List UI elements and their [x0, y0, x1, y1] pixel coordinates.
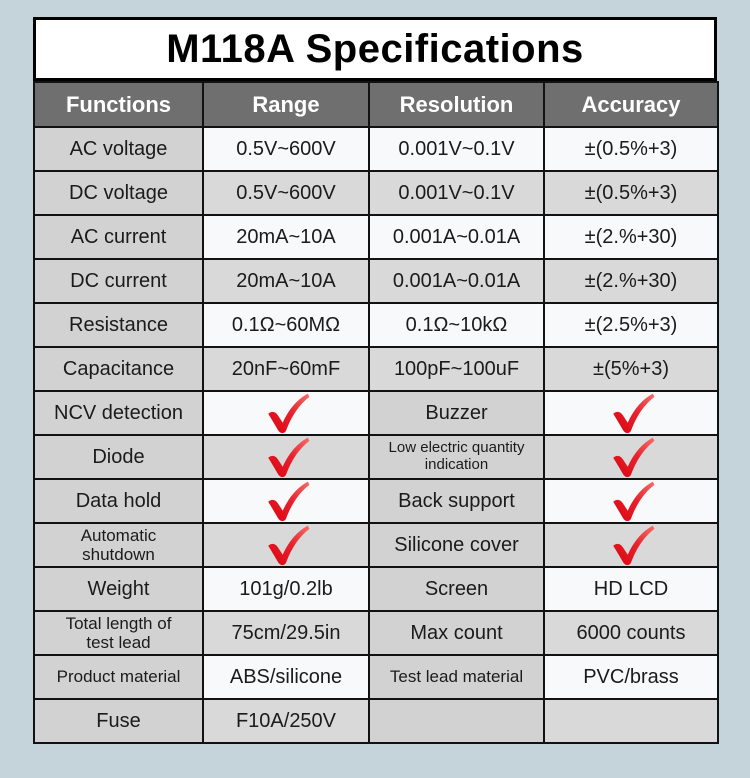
info-value: 75cm/29.5in	[202, 610, 370, 656]
check-icon	[260, 481, 312, 521]
range-value: 0.1Ω~60MΩ	[202, 302, 370, 348]
resolution-value: 0.001V~0.1V	[368, 170, 545, 216]
check-icon	[605, 525, 657, 565]
info-value: 6000 counts	[543, 610, 719, 656]
table-row: DC current 20mA~10A 0.001A~0.01A ±(2.%+3…	[33, 258, 719, 304]
check-icon	[605, 481, 657, 521]
info-label	[368, 698, 545, 744]
feature-label: Low electric quantity indication	[368, 434, 545, 480]
resolution-value: 0.001V~0.1V	[368, 126, 545, 172]
table-row: NCV detection Buzzer	[33, 390, 719, 436]
feature-label: Automatic shutdown	[33, 522, 204, 568]
function-label: Resistance	[33, 302, 204, 348]
table-row: Automatic shutdown Silicone cover	[33, 522, 719, 568]
table-row: Data hold Back support	[33, 478, 719, 524]
accuracy-value: ±(2.5%+3)	[543, 302, 719, 348]
range-value: 20mA~10A	[202, 214, 370, 260]
col-header-range: Range	[202, 81, 370, 128]
feature-check-cell	[543, 522, 719, 568]
info-value: 101g/0.2lb	[202, 566, 370, 612]
function-label: DC current	[33, 258, 204, 304]
table-row: AC voltage 0.5V~600V 0.001V~0.1V ±(0.5%+…	[33, 126, 719, 172]
check-icon	[260, 393, 312, 433]
function-label: Capacitance	[33, 346, 204, 392]
accuracy-value: ±(2.%+30)	[543, 258, 719, 304]
col-header-resolution: Resolution	[368, 81, 545, 128]
resolution-value: 0.001A~0.01A	[368, 258, 545, 304]
info-label: Max count	[368, 610, 545, 656]
info-value: PVC/brass	[543, 654, 719, 700]
check-icon	[260, 525, 312, 565]
accuracy-value: ±(5%+3)	[543, 346, 719, 392]
range-value: 20mA~10A	[202, 258, 370, 304]
resolution-value: 0.1Ω~10kΩ	[368, 302, 545, 348]
range-value: 0.5V~600V	[202, 126, 370, 172]
function-label: DC voltage	[33, 170, 204, 216]
function-label: AC current	[33, 214, 204, 260]
info-value: HD LCD	[543, 566, 719, 612]
info-label: Screen	[368, 566, 545, 612]
table-row: Fuse F10A/250V	[33, 698, 719, 744]
info-value: F10A/250V	[202, 698, 370, 744]
info-label: Total length of test lead	[33, 610, 204, 656]
resolution-value: 0.001A~0.01A	[368, 214, 545, 260]
feature-label: NCV detection	[33, 390, 204, 436]
info-value: ABS/silicone	[202, 654, 370, 700]
feature-label: Data hold	[33, 478, 204, 524]
table-row: Capacitance 20nF~60mF 100pF~100uF ±(5%+3…	[33, 346, 719, 392]
feature-check-cell	[202, 478, 370, 524]
check-icon	[605, 393, 657, 433]
table-row: Diode Low electric quantity indication	[33, 434, 719, 480]
table-row: AC current 20mA~10A 0.001A~0.01A ±(2.%+3…	[33, 214, 719, 260]
accuracy-value: ±(2.%+30)	[543, 214, 719, 260]
accuracy-value: ±(0.5%+3)	[543, 126, 719, 172]
page-title: M118A Specifications	[166, 26, 584, 71]
table-row: Resistance 0.1Ω~60MΩ 0.1Ω~10kΩ ±(2.5%+3)	[33, 302, 719, 348]
spec-table: Functions Range Resolution Accuracy AC v…	[33, 81, 719, 744]
feature-label: Silicone cover	[368, 522, 545, 568]
feature-check-cell	[202, 522, 370, 568]
col-header-accuracy: Accuracy	[543, 81, 719, 128]
accuracy-value: ±(0.5%+3)	[543, 170, 719, 216]
col-header-functions: Functions	[33, 81, 204, 128]
table-row: Product material ABS/silicone Test lead …	[33, 654, 719, 700]
feature-check-cell	[202, 434, 370, 480]
feature-label: Back support	[368, 478, 545, 524]
feature-check-cell	[202, 390, 370, 436]
resolution-value: 100pF~100uF	[368, 346, 545, 392]
feature-check-cell	[543, 478, 719, 524]
check-icon	[260, 437, 312, 477]
range-value: 20nF~60mF	[202, 346, 370, 392]
function-label: AC voltage	[33, 126, 204, 172]
title-box: M118A Specifications	[33, 17, 717, 81]
table-row: Weight 101g/0.2lb Screen HD LCD	[33, 566, 719, 612]
check-icon	[605, 437, 657, 477]
table-row: Total length of test lead 75cm/29.5in Ma…	[33, 610, 719, 656]
info-label: Fuse	[33, 698, 204, 744]
spec-sheet: M118A Specifications Functions Range Res…	[33, 17, 719, 744]
feature-check-cell	[543, 390, 719, 436]
info-label: Weight	[33, 566, 204, 612]
feature-label: Buzzer	[368, 390, 545, 436]
range-value: 0.5V~600V	[202, 170, 370, 216]
header-row: Functions Range Resolution Accuracy	[33, 81, 719, 128]
feature-label: Diode	[33, 434, 204, 480]
feature-check-cell	[543, 434, 719, 480]
info-label: Product material	[33, 654, 204, 700]
info-label: Test lead material	[368, 654, 545, 700]
table-row: DC voltage 0.5V~600V 0.001V~0.1V ±(0.5%+…	[33, 170, 719, 216]
info-value	[543, 698, 719, 744]
